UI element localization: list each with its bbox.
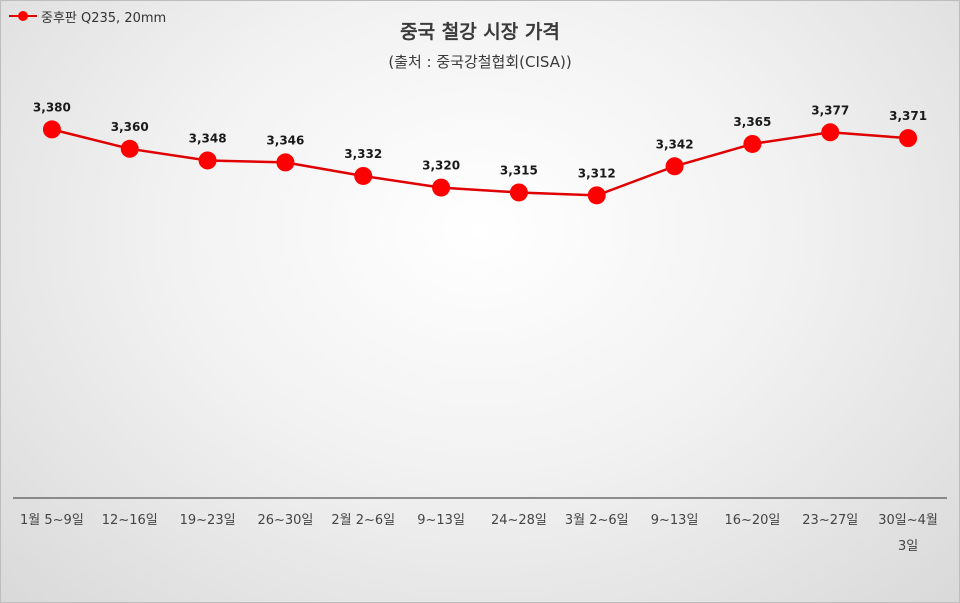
data-point[interactable]	[821, 123, 840, 142]
data-label: 3,312	[578, 166, 616, 180]
chart-title: 중국 철강 시장 가격	[400, 21, 560, 43]
x-tick-label: 12~16일	[101, 513, 158, 528]
data-point[interactable]	[899, 129, 918, 148]
data-point[interactable]	[42, 120, 61, 139]
x-tick-label: 9~13일	[417, 513, 465, 528]
chart-subtitle: (출처 : 중국강철협회(CISA))	[388, 53, 572, 71]
data-point[interactable]	[509, 183, 528, 202]
data-label: 3,332	[344, 147, 382, 161]
legend: 중후판 Q235, 20mm	[9, 5, 166, 27]
data-label: 3,342	[656, 137, 694, 151]
x-tick-label: 3월 2~6일	[564, 513, 629, 528]
data-label: 3,360	[111, 120, 149, 134]
data-point[interactable]	[665, 157, 684, 176]
x-tick-label: 23~27일	[802, 513, 859, 528]
legend-label: 중후판 Q235, 20mm	[41, 10, 167, 26]
data-label: 3,315	[500, 163, 538, 177]
data-point[interactable]	[198, 151, 217, 170]
data-point[interactable]	[587, 186, 606, 205]
x-tick-label: 2월 2~6일	[331, 513, 396, 528]
data-label: 3,365	[733, 115, 771, 129]
data-point[interactable]	[120, 139, 139, 158]
data-label: 3,380	[33, 100, 71, 114]
data-point[interactable]	[354, 166, 373, 185]
data-label: 3,377	[811, 103, 849, 117]
x-tick-label: 24~28일	[490, 513, 547, 528]
data-label: 3,320	[422, 159, 460, 173]
series-line	[51, 128, 909, 197]
x-tick-label: 1월 5~9일	[20, 513, 84, 528]
data-point[interactable]	[276, 153, 295, 172]
x-tick-label: 9~13일	[650, 513, 699, 528]
data-label: 3,348	[189, 131, 227, 145]
data-point[interactable]	[743, 134, 762, 153]
data-point[interactable]	[432, 178, 451, 197]
x-tick-label: 26~30일	[257, 513, 314, 528]
x-tick-label: 30일~4월 3일	[878, 513, 938, 554]
data-label: 3,346	[266, 133, 304, 147]
data-label: 3,371	[889, 109, 927, 123]
x-tick-label: 16~20일	[724, 513, 781, 528]
x-tick-label: 19~23일	[179, 513, 236, 528]
legend-marker-icon	[9, 9, 37, 23]
